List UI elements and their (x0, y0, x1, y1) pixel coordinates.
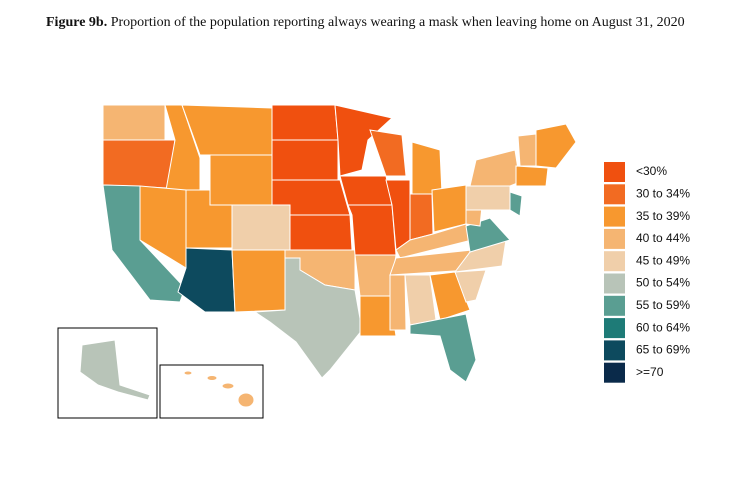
legend-swatch (604, 251, 625, 272)
legend-label: 65 to 69% (636, 343, 690, 357)
legend-swatch (604, 273, 625, 294)
state (429, 271, 471, 321)
legend-swatch (604, 295, 625, 316)
state (209, 154, 273, 206)
state (465, 185, 511, 211)
legend-label: >=70 (636, 365, 664, 379)
state (347, 204, 397, 256)
legend-swatch (604, 340, 625, 361)
state (177, 247, 236, 313)
state (469, 149, 521, 187)
legend-label: 40 to 44% (636, 231, 690, 245)
legend-label: <30% (636, 164, 667, 178)
state (369, 129, 407, 177)
state (454, 269, 487, 303)
us-map (102, 104, 577, 383)
state (517, 133, 537, 167)
state (102, 139, 176, 189)
state (359, 295, 397, 337)
state (271, 139, 339, 181)
state (535, 123, 577, 169)
state (515, 165, 549, 187)
island (237, 392, 255, 408)
state (339, 175, 393, 206)
figure-label: Figure 9b. (46, 15, 108, 30)
legend-swatch (604, 206, 625, 227)
legend-swatch (604, 162, 625, 182)
state (431, 184, 467, 233)
island (221, 382, 235, 390)
alaska-inset (57, 327, 158, 419)
state (465, 217, 511, 253)
legend-label: 55 to 59% (636, 298, 690, 312)
hawaii (183, 370, 255, 408)
island (206, 375, 218, 381)
state (389, 274, 407, 331)
state (231, 249, 286, 313)
legend-label: 60 to 64% (636, 320, 690, 334)
island (183, 370, 193, 376)
state (509, 191, 523, 217)
state (271, 104, 339, 141)
legend-swatch (604, 362, 625, 383)
legend-label: 45 to 49% (636, 253, 690, 267)
state (409, 313, 477, 383)
legend-label: 30 to 34% (636, 186, 690, 200)
legend-label: 50 to 54% (636, 276, 690, 290)
state (102, 104, 166, 141)
legend-label: 35 to 39% (636, 209, 690, 223)
figure-title: Figure 9b. Proportion of the population … (46, 14, 726, 32)
legend: <30% 30 to 34% 35 to 39% 40 to 44% 45 to 49%… (604, 162, 690, 383)
title-text: Proportion of the population reporting a… (110, 15, 685, 30)
state (409, 193, 434, 241)
state (231, 204, 291, 251)
legend-swatch (604, 228, 625, 249)
state (334, 104, 394, 177)
state (411, 141, 443, 195)
legend-swatch (604, 184, 625, 205)
state (253, 257, 363, 379)
legend-swatch (604, 318, 625, 339)
state (289, 214, 353, 251)
alaska (79, 339, 151, 401)
hawaii-inset (159, 364, 264, 419)
